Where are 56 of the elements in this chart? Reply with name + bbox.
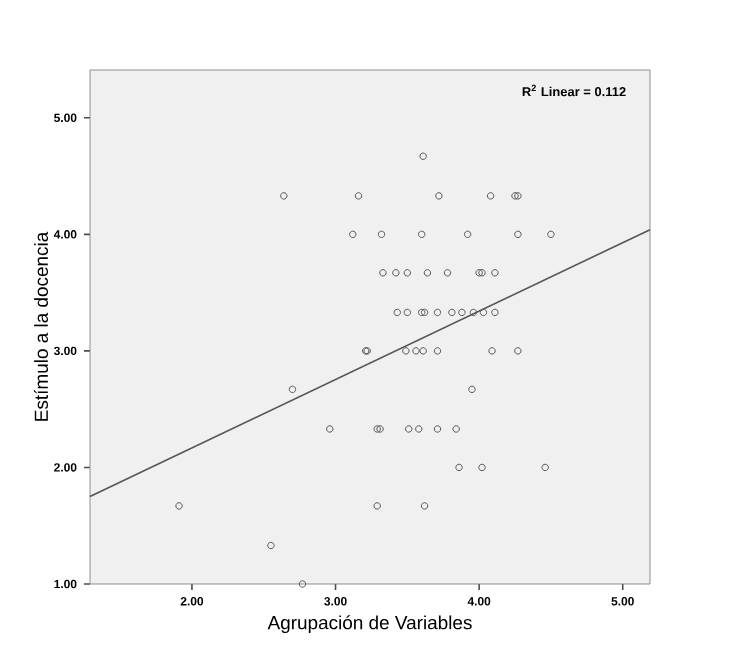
point (373, 425, 381, 433)
point (514, 230, 522, 239)
point (514, 347, 522, 355)
point (423, 269, 432, 277)
point (488, 347, 496, 355)
point (403, 269, 412, 277)
point (420, 308, 429, 317)
point (443, 269, 452, 277)
point (354, 192, 363, 200)
point (479, 308, 488, 317)
point (514, 192, 522, 200)
point (377, 230, 386, 239)
point (280, 192, 288, 200)
point (267, 541, 275, 550)
point (547, 230, 555, 239)
y-axis-title: Estímulo a la docencia (33, 231, 49, 421)
point (469, 308, 478, 317)
point (373, 502, 381, 510)
point (435, 192, 443, 200)
point (478, 269, 486, 277)
point (412, 347, 420, 355)
point (326, 425, 334, 433)
point (298, 580, 307, 588)
x-axis-title: Agrupación de Variables (267, 615, 472, 634)
point (491, 269, 499, 277)
point (288, 385, 297, 394)
point (468, 385, 476, 394)
point (420, 502, 429, 510)
point (419, 347, 427, 355)
point (393, 308, 401, 317)
point (452, 425, 460, 433)
point (458, 308, 466, 317)
point (405, 425, 413, 433)
point (417, 230, 426, 239)
point (376, 425, 384, 433)
point (433, 425, 442, 433)
point (419, 152, 427, 160)
point (491, 308, 499, 317)
point (175, 502, 183, 510)
point (417, 308, 426, 317)
point (379, 269, 387, 277)
point (478, 463, 486, 472)
point (433, 347, 442, 355)
point (415, 425, 423, 433)
point (463, 230, 472, 239)
point (486, 192, 495, 200)
point (349, 230, 357, 239)
point (392, 269, 400, 277)
point (541, 463, 549, 472)
point (511, 192, 519, 200)
point (402, 347, 410, 355)
point (455, 463, 463, 472)
point (403, 308, 412, 317)
point (475, 269, 483, 277)
point (448, 308, 456, 317)
point (433, 308, 442, 317)
